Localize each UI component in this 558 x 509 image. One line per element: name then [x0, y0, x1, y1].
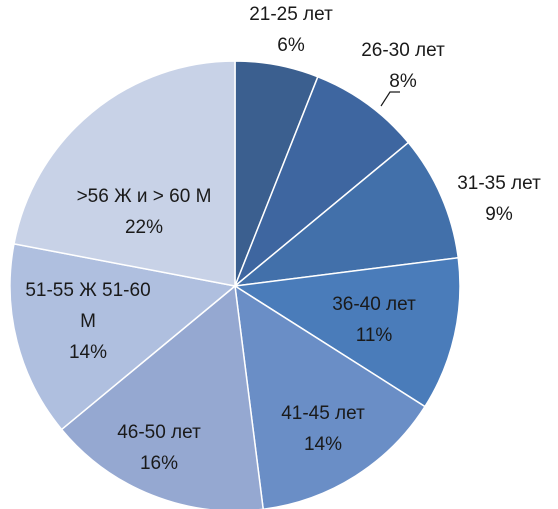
slice-percent-label: 22%: [125, 217, 163, 238]
pie-slice: [9, 242, 237, 431]
slice-percent-label: 14%: [304, 434, 342, 455]
pie-slice: [234, 75, 410, 287]
slice-category-label: 51-55 Ж 51-60: [25, 280, 150, 301]
slice-percent-label: 8%: [389, 71, 417, 92]
leader-line-26-30: [380, 91, 400, 107]
slice-category-label: 36-40 лет: [332, 294, 416, 315]
slice-percent-label: 9%: [485, 204, 513, 225]
slice-percent-label: 6%: [277, 35, 305, 56]
slice-percent-label: 11%: [356, 325, 393, 346]
slice-category-label: 26-30 лет: [361, 40, 445, 61]
slice-category-label: 31-35 лет: [457, 173, 541, 194]
slice-category-label: 41-45 лет: [281, 403, 365, 424]
pie-slice: [13, 60, 236, 287]
slice-category-label: М: [80, 311, 96, 332]
slice-category-label: 46-50 лет: [117, 422, 201, 443]
pie-slice: [232, 256, 461, 408]
slice-category-label: >56 Ж и > 60 М: [77, 186, 212, 207]
slice-percent-label: 16%: [140, 453, 178, 474]
slice-percent-label: 14%: [69, 342, 107, 363]
pie-labels: 21-25 лет 6% 26-30 лет 8% 31-35 лет 9% 36-40 л…: [25, 4, 541, 474]
pie-slice: [234, 284, 427, 509]
pie-slice: [60, 284, 264, 509]
slice-category-label: 21-25 лет: [249, 4, 333, 25]
pie-slices: [9, 60, 461, 509]
pie-slice: [232, 141, 460, 288]
